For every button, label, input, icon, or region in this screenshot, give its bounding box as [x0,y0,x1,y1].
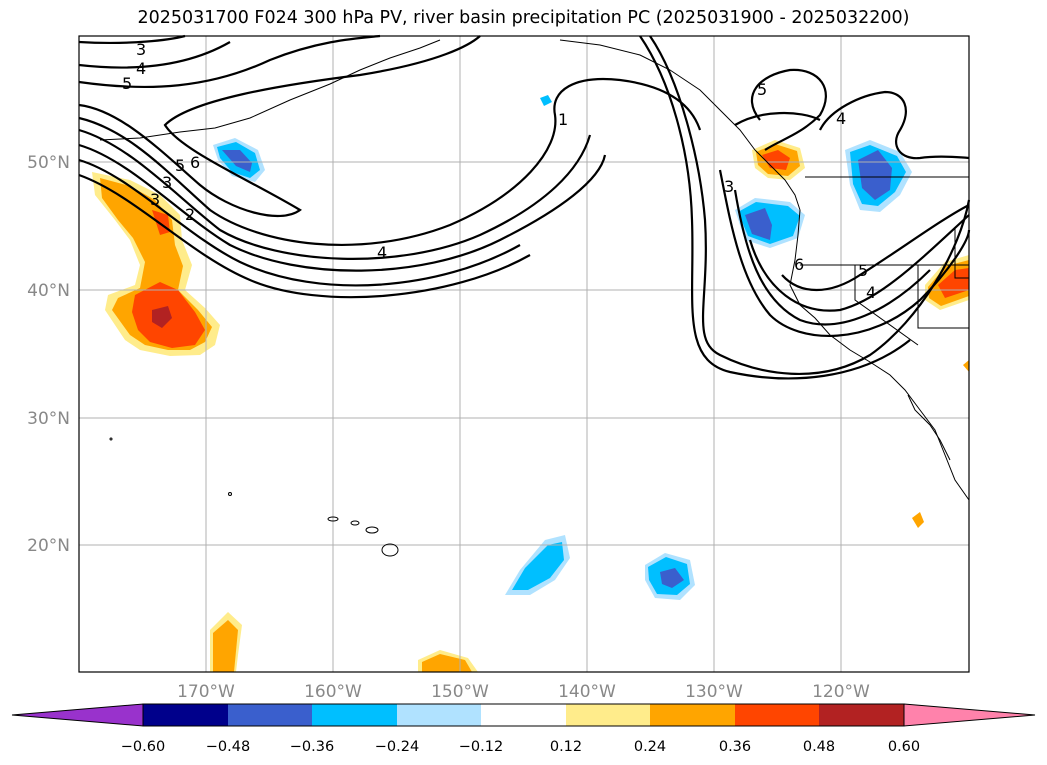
colorbar-tick: −0.24 [375,739,419,755]
lon-label: 140°W [558,682,616,702]
hawaii-islands [327,516,399,557]
colorbar-segment [312,704,397,726]
colorbar-segment [397,704,481,726]
colorbar-extend-max [903,703,1036,727]
colorbar-tick: −0.48 [206,739,250,755]
colorbar-segment [819,704,904,726]
map-panel: 3 4 5 3 5 6 3 2 1 4 3 5 4 6 5 4 [78,34,971,673]
precip-shading [92,95,969,672]
lon-label: 120°W [812,682,870,702]
pv-contours [78,34,971,380]
contour-label: 5 [122,74,132,93]
coastlines [99,39,970,557]
contour-label: 4 [836,109,846,128]
colorbar-segment [228,704,312,726]
colorbar-segment [566,704,650,726]
lon-label: 130°W [685,682,743,702]
contour-label: 5 [175,156,185,175]
contour-label: 4 [377,243,387,262]
contour-label: 2 [185,205,195,224]
contour-label: 3 [136,40,146,59]
colorbar-segment [143,704,228,726]
colorbar-tick: 0.12 [550,739,582,755]
colorbar-segment [481,704,566,726]
map-title: 2025031700 F024 300 hPa PV, river basin … [137,8,910,28]
aleutian-chain [99,39,441,141]
contour-label: 4 [866,283,876,302]
colorbar-tick: 0.60 [888,739,920,755]
colorbar-tick: 0.48 [803,739,835,755]
alaska-coast [559,39,756,151]
contour-label: 6 [794,255,804,274]
contour-labels: 3 4 5 3 5 6 3 2 1 4 3 5 4 6 5 4 [122,40,876,302]
contour-label: 4 [136,59,146,78]
contour-label: 3 [162,173,172,192]
latitude-labels: 50°N 40°N 30°N 20°N [27,153,70,556]
lat-label: 50°N [27,153,70,173]
gridlines [79,36,969,672]
colorbar-tick: 0.24 [634,739,666,755]
colorbar-segment [735,704,819,726]
colorbar-tick: −0.36 [290,739,334,755]
lon-label: 150°W [431,682,489,702]
colorbar: −0.60 −0.48 −0.36 −0.24 −0.12 0.12 0.24 … [11,703,1036,755]
west-us-coast [789,209,970,501]
colorbar-tick: −0.60 [121,739,165,755]
bc-coast [754,149,801,211]
colorbar-segment [650,704,735,726]
contour-label: 6 [190,153,200,172]
lat-label: 40°N [27,281,70,301]
state-lines [800,228,969,346]
lon-label: 170°W [177,682,235,702]
contour-label: 1 [558,110,568,129]
contour-label: 5 [757,80,767,99]
colorbar-ticks: −0.60 −0.48 −0.36 −0.24 −0.12 0.12 0.24 … [121,739,920,755]
contour-label: 3 [724,177,734,196]
colorbar-extend-min [11,703,144,727]
colorbar-tick: −0.12 [459,739,503,755]
colorbar-tick: 0.36 [719,739,751,755]
colorbar-frame [142,703,905,727]
contour-label: 3 [150,190,160,209]
map-frame [78,35,970,673]
lat-label: 20°N [27,536,70,556]
lat-label: 30°N [27,409,70,429]
contour-label: 5 [858,261,868,280]
longitude-labels: 170°W 160°W 150°W 140°W 130°W 120°W [177,682,870,702]
baja [907,394,951,461]
lon-label: 160°W [304,682,362,702]
